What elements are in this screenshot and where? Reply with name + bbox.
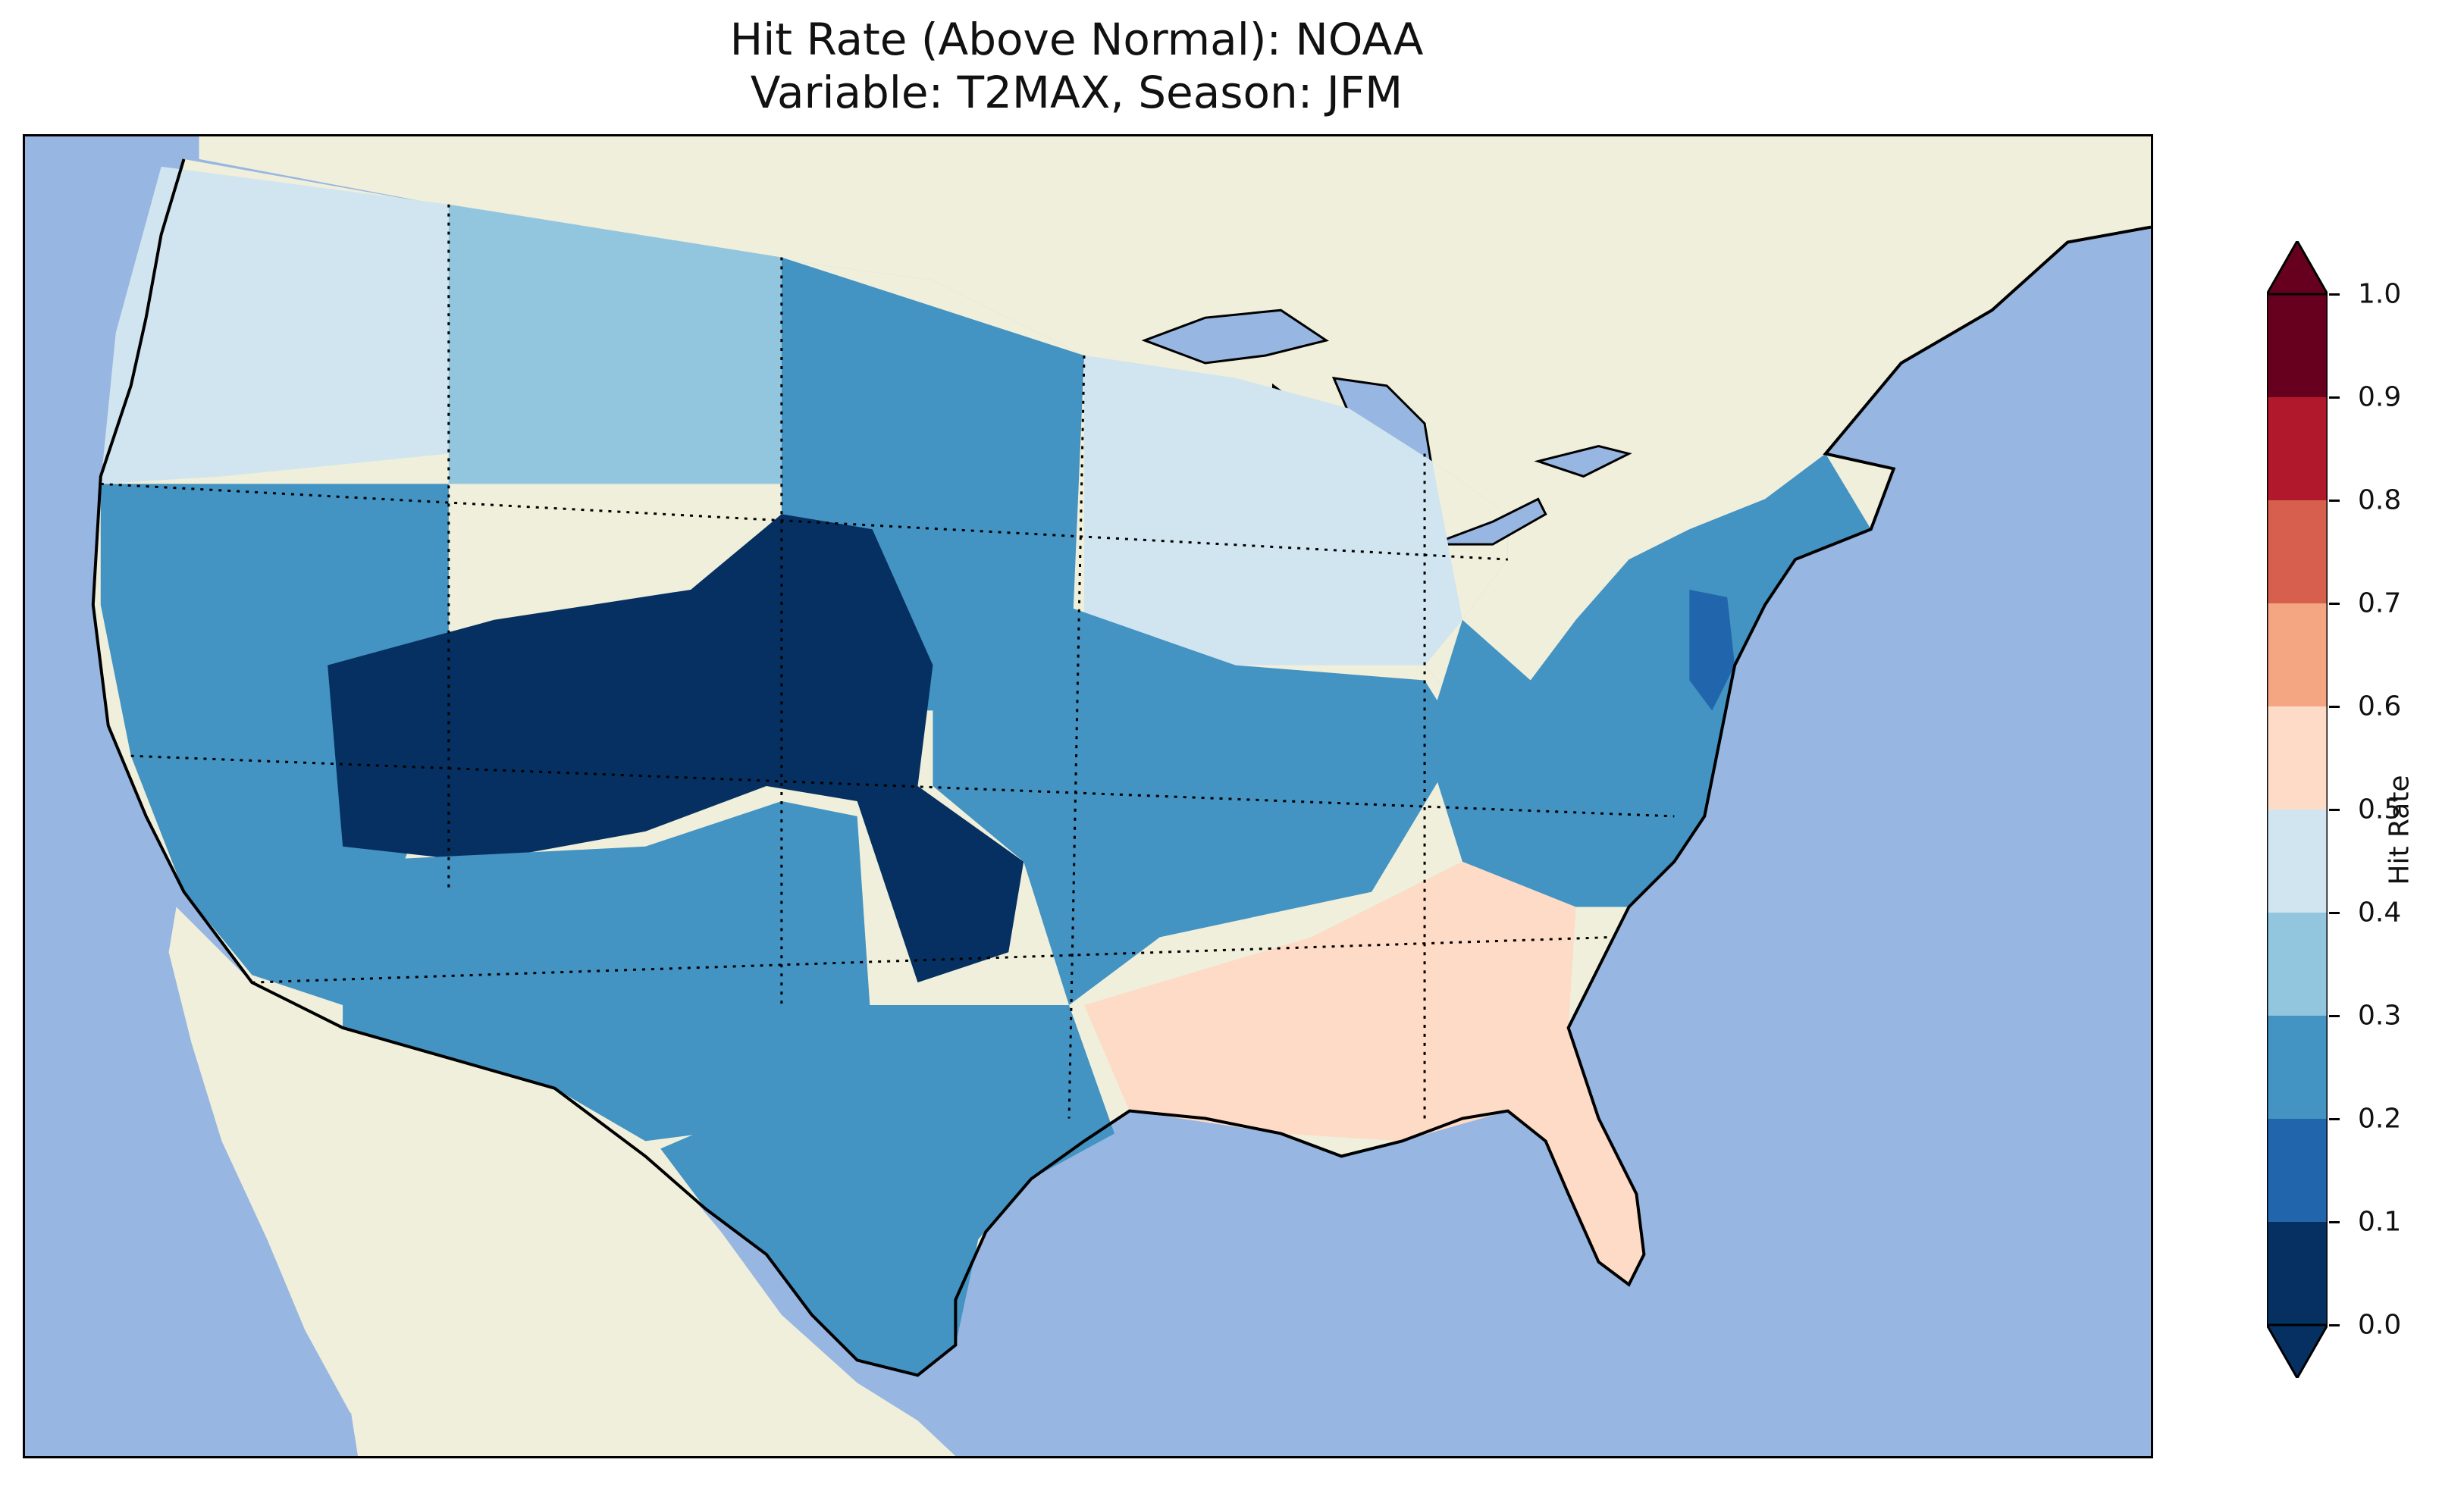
colorbar-extend-max bbox=[2267, 241, 2328, 294]
colorbar-tick-mark bbox=[2329, 603, 2340, 605]
region-deep-south bbox=[1084, 861, 1576, 1142]
map-title-line-2: Variable: T2MAX, Season: JFM bbox=[750, 67, 1403, 118]
colorbar-tick-label: 0.0 bbox=[2358, 1309, 2402, 1341]
state-borders bbox=[100, 204, 1675, 1119]
colorbar-tick-label: 0.4 bbox=[2358, 897, 2402, 929]
colorbar-tick-mark bbox=[2329, 1118, 2340, 1120]
region-new-jersey bbox=[1689, 589, 1735, 711]
colorbar-label: Hit Rate bbox=[2384, 775, 2415, 885]
colorbar-tick-mark bbox=[2329, 293, 2340, 296]
colorbar-bin bbox=[2267, 810, 2328, 913]
region-pacific-northwest bbox=[100, 166, 449, 484]
colorbar bbox=[2267, 241, 2328, 1378]
colorbar-bin bbox=[2267, 1119, 2328, 1222]
region-florida bbox=[1492, 1027, 1644, 1285]
colorbar-tick-label: 0.2 bbox=[2358, 1103, 2402, 1135]
colorbar-bin bbox=[2267, 397, 2328, 500]
colorbar-tick-label: 0.3 bbox=[2358, 1000, 2402, 1032]
region-central-midwest bbox=[933, 559, 1462, 1006]
colorbar-tick-mark bbox=[2329, 396, 2340, 399]
map-panel bbox=[23, 134, 2153, 1458]
colorbar-bin bbox=[2267, 913, 2328, 1016]
colorbar-tick-mark bbox=[2329, 809, 2340, 811]
canada-land bbox=[25, 136, 2151, 711]
colorbar-tick-mark bbox=[2329, 1221, 2340, 1223]
hit-rate-overlay bbox=[100, 166, 1871, 1376]
lake-superior bbox=[1141, 309, 1329, 365]
colorbar-tick-label: 0.8 bbox=[2358, 484, 2402, 516]
mexico-land bbox=[176, 907, 956, 1456]
region-northern-rockies bbox=[448, 204, 782, 484]
colorbar-tick-mark bbox=[2329, 1015, 2340, 1017]
colorbar-tick-label: 0.1 bbox=[2358, 1206, 2402, 1238]
colorbar-tick-label: 0.6 bbox=[2358, 691, 2402, 722]
region-texas bbox=[660, 1005, 1114, 1376]
colorbar-tick-mark bbox=[2329, 500, 2340, 502]
colorbar-bin bbox=[2267, 1016, 2328, 1119]
colorbar-extend-min bbox=[2267, 1325, 2328, 1378]
map-title-line-1: Hit Rate (Above Normal): NOAA bbox=[729, 14, 1424, 65]
colorbar-bin bbox=[2267, 294, 2328, 397]
colorbar-bin bbox=[2267, 500, 2328, 603]
map-canvas bbox=[25, 136, 2151, 1456]
lake-erie bbox=[1431, 497, 1547, 546]
colorbar-tick-label: 0.9 bbox=[2358, 381, 2402, 413]
colorbar-tick-mark bbox=[2329, 1324, 2340, 1326]
colorbar-tick-mark bbox=[2329, 706, 2340, 708]
colorbar-tick-label: 0.7 bbox=[2358, 587, 2402, 619]
colorbar-bin bbox=[2267, 1222, 2328, 1325]
region-upper-midwest bbox=[1084, 355, 1462, 666]
colorbar-bin bbox=[2267, 706, 2328, 810]
baja-peninsula bbox=[168, 907, 374, 1414]
colorbar-bin bbox=[2267, 603, 2328, 706]
region-northeast bbox=[1425, 453, 1871, 907]
coastline bbox=[91, 158, 2151, 1377]
region-interior-west-core bbox=[328, 514, 1024, 983]
colorbar-tick-label: 1.0 bbox=[2358, 278, 2402, 310]
lake-ontario bbox=[1534, 445, 1632, 478]
colorbar-tick-mark bbox=[2329, 912, 2340, 914]
colorbar-tick-label: 0.5 bbox=[2358, 794, 2402, 825]
